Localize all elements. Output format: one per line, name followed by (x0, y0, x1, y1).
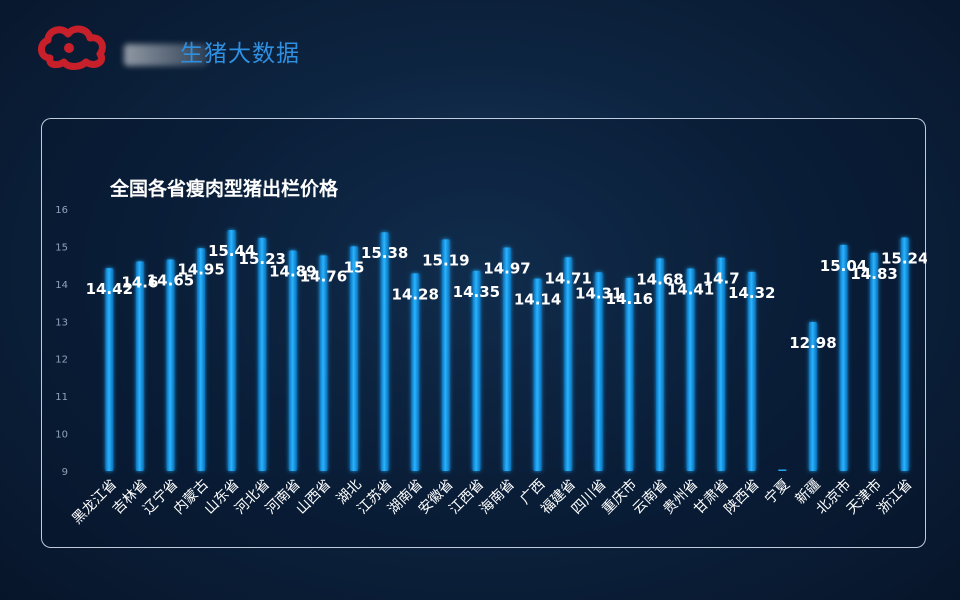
data-label: 14.6 (121, 273, 158, 291)
bar (441, 239, 450, 471)
data-label: 15.38 (361, 244, 408, 262)
bar (472, 270, 481, 471)
y-tick-label: 16 (55, 205, 68, 216)
x-tick-label: 陕西省 (722, 477, 763, 518)
x-tick-label: 海南省 (477, 477, 518, 518)
y-tick-label: 15 (55, 242, 68, 253)
chart-panel: 全国各省瘦肉型猪出栏价格 9 10 11 12 13 14 15 16 14.42 14.6 14… (41, 118, 927, 548)
data-label: 15.44 (208, 242, 255, 260)
bar (503, 247, 511, 471)
data-label: 12.98 (789, 334, 836, 352)
bar (870, 252, 879, 471)
bar (227, 229, 236, 471)
bar (319, 255, 328, 471)
data-label: 14.95 (177, 260, 224, 278)
bar (686, 268, 695, 471)
data-label: 15.19 (422, 251, 469, 269)
y-tick-label: 12 (55, 355, 68, 366)
bar (747, 271, 756, 471)
y-tick-label: 13 (55, 317, 68, 328)
data-label: 14.35 (453, 283, 500, 301)
red-cloud-logo-icon (38, 25, 106, 70)
bar (594, 272, 603, 471)
bar (564, 257, 573, 471)
data-label: 14.7 (703, 270, 740, 288)
bar (258, 237, 267, 471)
data-label: 14.83 (850, 265, 897, 283)
data-labels: 14.4214.614.6514.9515.4415.2314.8914.761… (86, 242, 927, 352)
bar (105, 268, 114, 471)
x-tick-label: 山西省 (293, 477, 334, 518)
bar (135, 261, 144, 471)
data-label: 14.28 (391, 285, 438, 303)
data-label: 14.71 (544, 269, 591, 287)
bar (533, 278, 542, 471)
bar (900, 237, 909, 471)
data-label: 15 (344, 258, 365, 276)
bar (380, 232, 389, 471)
data-label: 14.16 (606, 290, 653, 308)
data-label: 14.31 (575, 284, 622, 302)
y-tick-label: 11 (55, 392, 68, 403)
data-label: 14.97 (483, 260, 530, 278)
data-label: 14.42 (86, 280, 133, 298)
data-label: 14.65 (147, 272, 194, 290)
bar (411, 273, 420, 471)
bar (166, 259, 175, 471)
y-tick-label: 14 (55, 280, 68, 291)
bar (808, 322, 817, 471)
data-label: 15.04 (820, 257, 867, 275)
y-axis: 9 10 11 12 13 14 15 16 (55, 205, 68, 478)
data-label: 14.89 (269, 263, 316, 281)
x-tick-label: 黑龙江省 (69, 477, 120, 528)
data-label: 15.23 (239, 250, 286, 268)
bar (288, 250, 297, 471)
data-label: 14.76 (300, 267, 347, 285)
bar (717, 257, 726, 471)
bar (350, 246, 359, 471)
bar (197, 248, 206, 471)
data-label: 14.14 (514, 291, 561, 309)
bar (655, 258, 664, 471)
x-tick-label: 宁夏 (761, 476, 793, 508)
chart-title: 全国各省瘦肉型猪出栏价格 (109, 177, 339, 200)
y-tick-label: 9 (62, 467, 68, 478)
brand-name-redacted (124, 44, 208, 66)
bar (778, 469, 787, 471)
data-label: 15.24 (881, 249, 927, 267)
data-label: 14.32 (728, 284, 775, 302)
page-title: 生猪大数据 (180, 41, 300, 67)
bar (839, 244, 848, 471)
data-label: 14.41 (667, 281, 714, 299)
y-tick-label: 10 (55, 430, 68, 441)
bar-series (105, 229, 909, 471)
x-tick-label: 浙江省 (875, 477, 916, 518)
bar (625, 277, 634, 471)
data-label: 14.68 (636, 270, 683, 288)
